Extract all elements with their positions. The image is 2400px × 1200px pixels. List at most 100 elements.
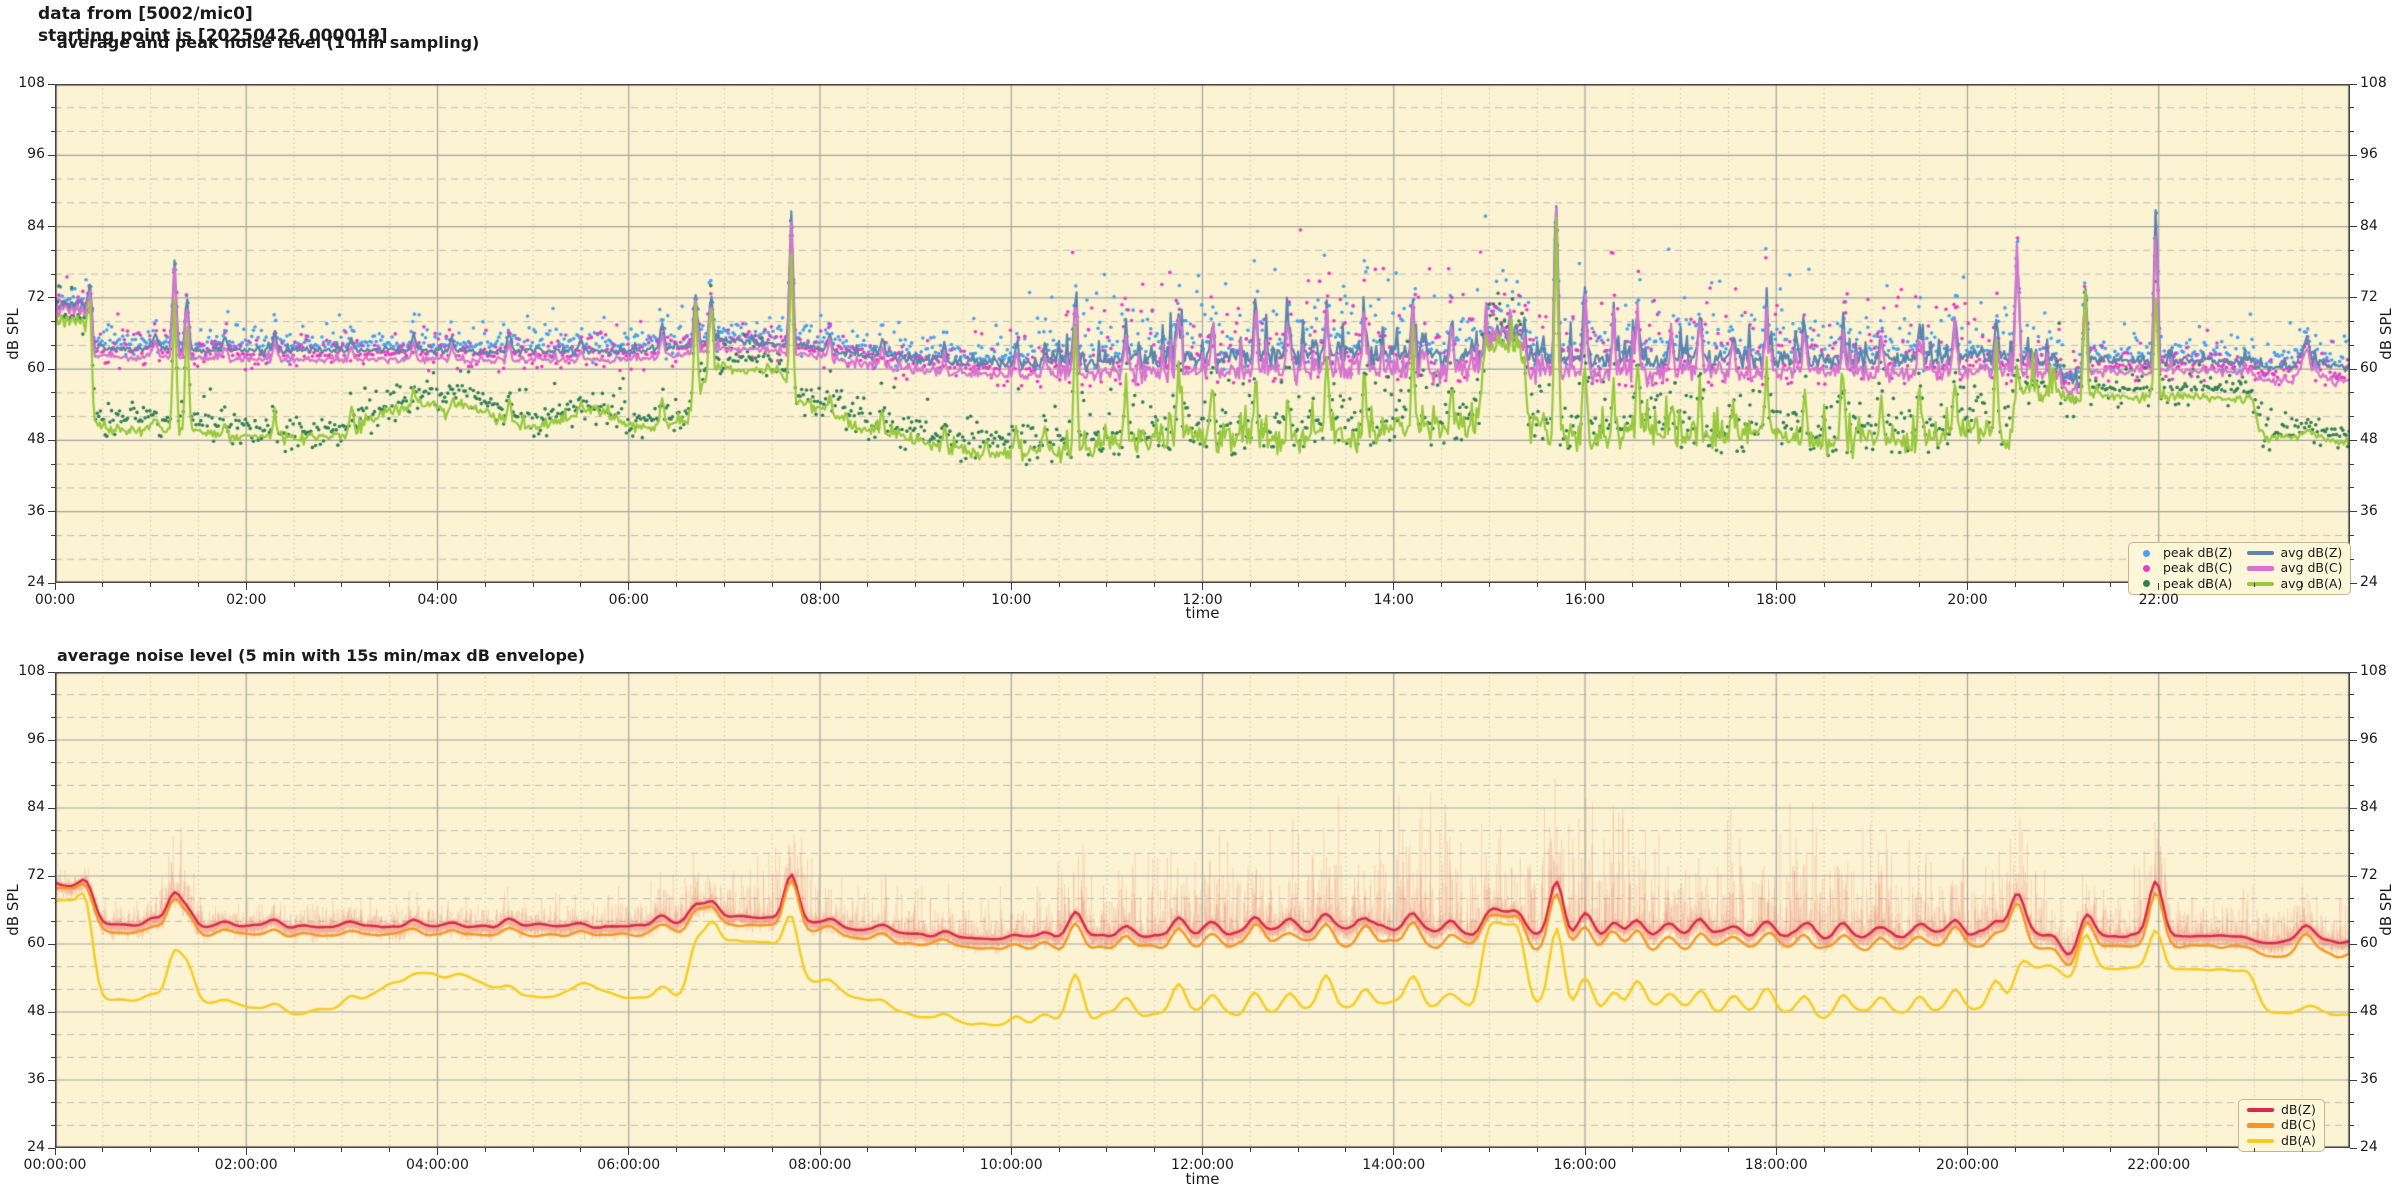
x-minor-tick-mark [1871,583,1873,587]
x-minor-tick-mark [2110,1148,2112,1152]
y-minor-tick-mark [51,920,55,922]
x-minor-tick-mark [1106,1148,1108,1152]
y-tick-mark [2350,83,2357,85]
y-minor-tick-mark [51,487,55,489]
x-tick-mark [1010,1148,1012,1155]
y-minor-tick-mark [51,852,55,854]
x-tick-label: 20:00:00 [1936,1157,1999,1173]
x-tick-mark [437,583,438,590]
x-tick-label: 20:00 [1947,592,1988,608]
x-minor-tick-mark [2206,1148,2208,1152]
y-minor-tick-mark [2350,898,2354,900]
x-minor-tick-mark [150,1148,152,1152]
x-tick-label: 12:00 [1182,592,1223,608]
x-minor-tick-mark [1536,1148,1538,1152]
y-tick-mark [2350,739,2357,741]
x-minor-tick-mark [2062,1148,2064,1152]
x-minor-tick-mark [2110,583,2112,587]
x-minor-tick-mark [1154,583,1156,587]
x-minor-tick-mark [102,1148,104,1152]
y-minor-tick-mark [51,273,55,275]
x-minor-tick-mark [580,1148,582,1152]
x-tick-mark [1202,583,1203,590]
y-tick-mark [48,83,55,85]
y-tick-label: 48 [2360,1003,2378,1019]
y-tick-mark [2350,875,2357,877]
chart1-ylabel-left: dB SPL [4,307,22,360]
y-minor-tick-mark [51,558,55,560]
y-minor-tick-mark [2350,416,2354,418]
y-minor-tick-mark [51,694,55,696]
y-tick-label: 72 [2360,288,2378,305]
x-tick-mark [1967,1148,1968,1155]
x-minor-tick-mark [197,1148,199,1152]
x-tick-label: 06:00 [608,592,649,608]
chart2-canvas [55,672,2350,1148]
y-tick-mark [48,439,55,441]
y-tick-label: 36 [27,502,45,519]
x-minor-tick-mark [1441,1148,1443,1152]
legend-label: avg dB(Z) [2280,545,2343,560]
x-minor-tick-mark [2014,1148,2016,1152]
y-tick-mark [48,671,55,673]
x-minor-tick-mark [1488,1148,1490,1152]
x-tick-label: 08:00:00 [788,1157,852,1173]
y-tick-mark [2350,1079,2357,1081]
y-tick-mark [2350,582,2357,584]
y-tick-mark [2350,511,2357,513]
chart2-ylabel-right: dB SPL [2377,884,2395,936]
y-minor-tick-mark [51,202,55,204]
y-tick-label: 84 [2360,217,2378,234]
x-tick-mark [2158,1148,2160,1155]
chart2-plot-area [55,672,2350,1148]
y-minor-tick-mark [51,107,55,109]
x-minor-tick-mark [771,583,773,587]
x-minor-tick-mark [2062,583,2064,587]
y-minor-tick-mark [2350,1056,2354,1058]
y-minor-tick-mark [51,249,55,251]
x-tick-mark [1775,583,1777,590]
y-tick-label: 96 [27,731,45,747]
x-minor-tick-mark [1727,583,1729,587]
y-minor-tick-mark [2350,716,2354,718]
y-tick-mark [2350,1147,2357,1149]
chart1-canvas [55,84,2350,583]
x-minor-tick-mark [1632,1148,1634,1152]
x-tick-label: 12:00:00 [1171,1157,1234,1173]
y-minor-tick-mark [51,344,55,346]
x-tick-mark [628,1148,630,1155]
y-tick-label: 60 [27,360,45,377]
x-tick-mark [819,583,821,590]
y-tick-label: 24 [27,1139,45,1155]
x-tick-label: 02:00:00 [214,1157,278,1173]
y-tick-label: 60 [2360,360,2378,377]
y-tick-mark [2350,943,2357,945]
x-minor-tick-mark [532,1148,534,1152]
legend-dot-marker [2143,565,2150,573]
x-minor-tick-mark [1680,583,1682,587]
x-minor-tick-mark [1249,583,1251,587]
x-tick-mark [628,583,630,590]
chart1-title: average and peak noise level (1 min samp… [57,33,480,52]
x-minor-tick-mark [293,583,295,587]
y-tick-label: 108 [2360,75,2387,91]
y-tick-label: 48 [2360,431,2378,448]
x-tick-mark [54,1148,56,1155]
x-minor-tick-mark [1058,583,1060,587]
x-minor-tick-mark [102,583,104,587]
chart1-ylabel-right: dB SPL [2377,307,2395,360]
x-minor-tick-mark [532,583,534,587]
y-tick-label: 48 [27,1003,45,1019]
x-tick-mark [2158,583,2160,590]
y-tick-mark [48,807,55,809]
x-minor-tick-mark [484,1148,486,1152]
legend-label: dB(A) [2281,1132,2316,1148]
chart1-plot-area [55,84,2350,583]
legend-line-swatch [2246,566,2274,571]
x-tick-mark [437,1148,438,1155]
x-minor-tick-mark [484,583,486,587]
x-minor-tick-mark [867,1148,869,1152]
y-tick-mark [48,1147,55,1149]
y-tick-label: 72 [27,867,45,883]
x-tick-mark [819,1148,821,1155]
